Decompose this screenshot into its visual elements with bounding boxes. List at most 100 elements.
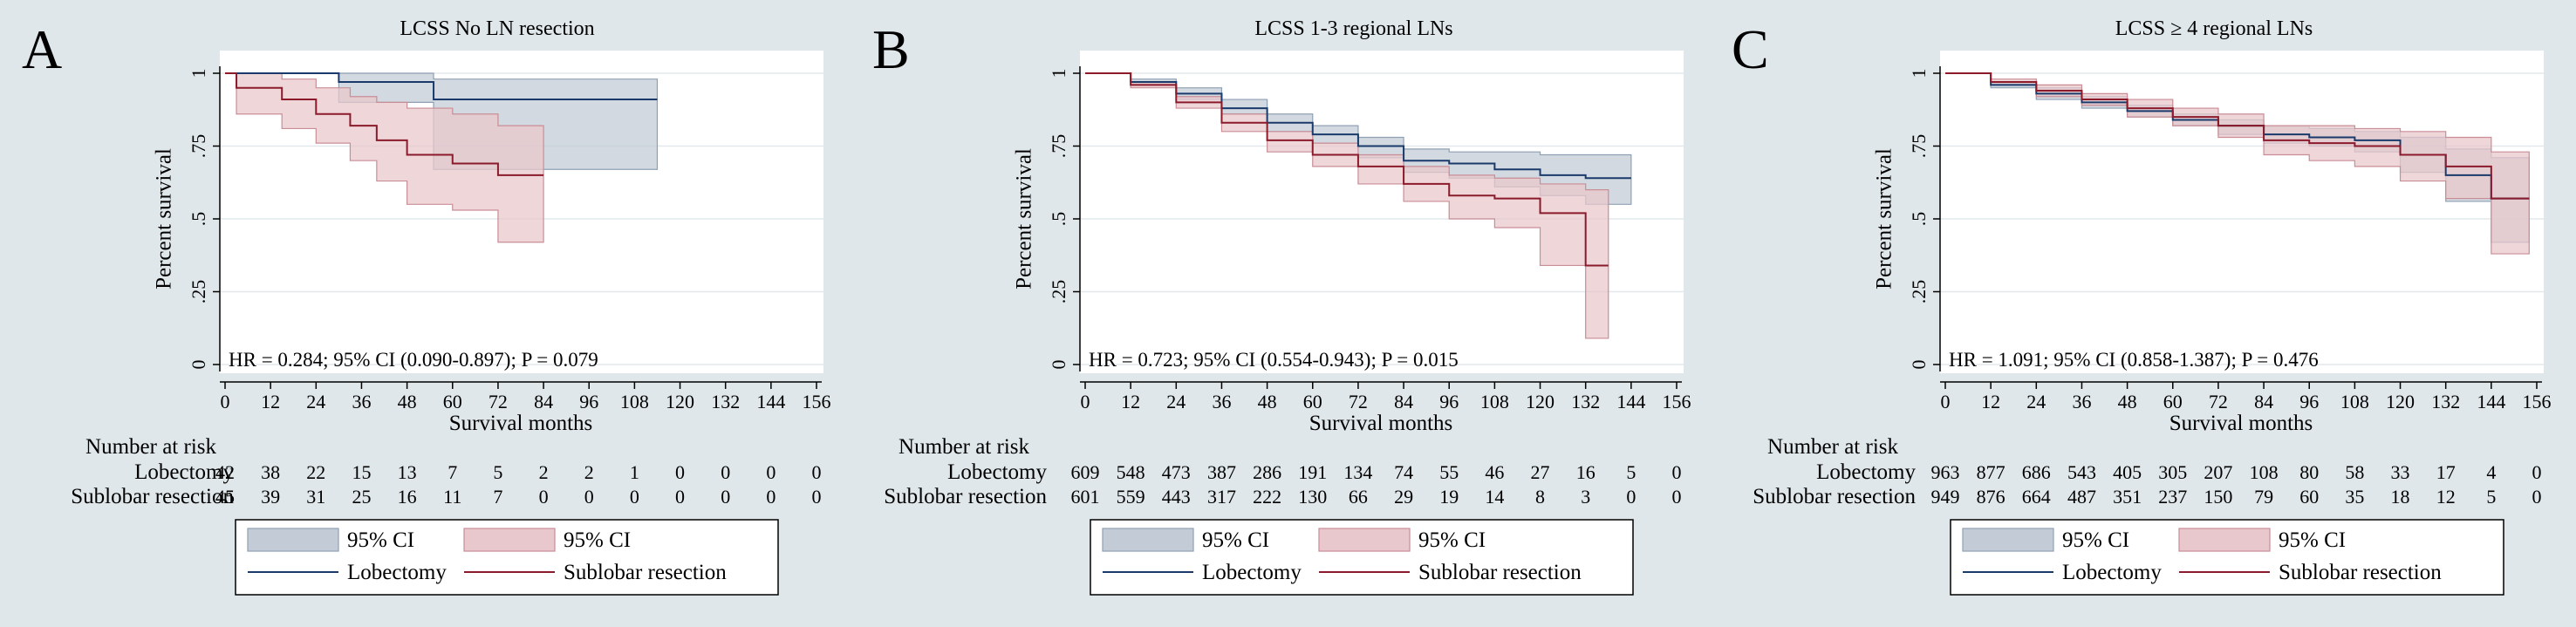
risk-value: 5 bbox=[1626, 461, 1636, 483]
sublobar-survival-line bbox=[1945, 72, 2530, 200]
risk-value: 130 bbox=[1298, 486, 1327, 508]
risk-value: 207 bbox=[2204, 461, 2232, 483]
x-tick-label: 108 bbox=[1480, 391, 1509, 412]
y-tick-label: .75 bbox=[188, 134, 209, 159]
hr-annotation: HR = 0.723; 95% CI (0.554-0.943); P = 0.… bbox=[1089, 349, 1459, 371]
risk-value: 286 bbox=[1253, 461, 1281, 483]
risk-value: 443 bbox=[1162, 486, 1191, 508]
risk-value: 79 bbox=[2254, 486, 2273, 508]
x-tick-label: 0 bbox=[221, 391, 230, 412]
risk-value: 317 bbox=[1207, 486, 1236, 508]
risk-value: 0 bbox=[630, 486, 639, 508]
risk-value: 7 bbox=[448, 461, 457, 483]
risk-value: 46 bbox=[1485, 461, 1504, 483]
y-tick-label: 0 bbox=[1048, 360, 1069, 370]
risk-value: 191 bbox=[1298, 461, 1327, 483]
x-tick-label: 144 bbox=[2477, 391, 2505, 412]
risk-table-header: Number at risk bbox=[899, 435, 1029, 459]
x-tick-label: 24 bbox=[306, 391, 325, 412]
risk-value: 548 bbox=[1117, 461, 1145, 483]
legend-label: Sublobar resection bbox=[2279, 561, 2442, 584]
risk-value: 0 bbox=[766, 461, 776, 483]
chart-title: LCSS ≥ 4 regional LNs bbox=[2115, 17, 2313, 40]
risk-value: 0 bbox=[2532, 486, 2542, 508]
risk-value: 14 bbox=[1485, 486, 1504, 508]
y-tick-label: .5 bbox=[188, 212, 209, 227]
chart-title: LCSS 1-3 regional LNs bbox=[1254, 17, 1452, 40]
risk-value: 3 bbox=[1581, 486, 1590, 508]
risk-value: 0 bbox=[539, 486, 549, 508]
risk-value: 664 bbox=[2022, 486, 2051, 508]
legend-swatch-sublobar-ci bbox=[1318, 528, 1411, 552]
risk-row-label: Sublobar resection bbox=[71, 485, 234, 508]
x-tick-label: 36 bbox=[352, 391, 371, 412]
x-tick-label: 24 bbox=[1166, 391, 1186, 412]
risk-value: 0 bbox=[766, 486, 776, 508]
x-tick-label: 156 bbox=[803, 391, 831, 412]
risk-value: 877 bbox=[1977, 461, 2005, 483]
y-tick-label: .75 bbox=[1048, 134, 1069, 159]
risk-row-label: Lobectomy bbox=[1816, 460, 1916, 484]
risk-value: 45 bbox=[215, 486, 235, 508]
risk-value: 559 bbox=[1117, 486, 1145, 508]
legend-swatch-lobectomy-ci bbox=[1962, 528, 2054, 552]
risk-value: 0 bbox=[1672, 486, 1682, 508]
risk-row-label: Sublobar resection bbox=[1753, 485, 1916, 508]
x-tick-label: 60 bbox=[443, 391, 462, 412]
x-tick-label: 156 bbox=[2523, 391, 2552, 412]
risk-value: 351 bbox=[2113, 486, 2142, 508]
risk-value: 22 bbox=[306, 461, 325, 483]
risk-value: 38 bbox=[261, 461, 280, 483]
risk-value: 387 bbox=[1207, 461, 1236, 483]
x-tick-label: 144 bbox=[1616, 391, 1645, 412]
x-tick-label: 144 bbox=[756, 391, 785, 412]
y-tick-label: .75 bbox=[1908, 134, 1930, 159]
risk-value: 609 bbox=[1071, 461, 1100, 483]
risk-value: 963 bbox=[1931, 461, 1960, 483]
risk-table-header: Number at risk bbox=[85, 435, 216, 459]
plot-area bbox=[1940, 51, 2544, 373]
legend-swatch-lobectomy-ci bbox=[247, 528, 339, 552]
x-tick-label: 96 bbox=[579, 391, 598, 412]
x-tick-label: 72 bbox=[1349, 391, 1368, 412]
sublobar-survival-line bbox=[1085, 72, 1609, 267]
x-tick-label: 36 bbox=[2072, 391, 2091, 412]
risk-value: 8 bbox=[1535, 486, 1545, 508]
risk-value: 686 bbox=[2022, 461, 2051, 483]
risk-value: 0 bbox=[812, 486, 822, 508]
x-tick-label: 132 bbox=[711, 391, 740, 412]
x-tick-label: 120 bbox=[1526, 391, 1554, 412]
legend-label: 95% CI bbox=[564, 528, 631, 552]
chart-title: LCSS No LN resection bbox=[400, 17, 594, 40]
legend-swatch-sublobar-ci bbox=[463, 528, 556, 552]
risk-value: 42 bbox=[215, 461, 235, 483]
risk-value: 949 bbox=[1931, 486, 1960, 508]
x-tick-label: 120 bbox=[2386, 391, 2415, 412]
legend-label: Lobectomy bbox=[347, 561, 447, 584]
x-axis-label: Survival months bbox=[449, 412, 593, 435]
risk-value: 2 bbox=[539, 461, 549, 483]
risk-value: 60 bbox=[2299, 486, 2319, 508]
panel-letter: A bbox=[22, 18, 62, 80]
risk-value: 405 bbox=[2113, 461, 2142, 483]
x-tick-label: 12 bbox=[1981, 391, 2000, 412]
x-tick-label: 96 bbox=[1439, 391, 1459, 412]
risk-value: 487 bbox=[2067, 486, 2096, 508]
x-tick-label: 132 bbox=[1571, 391, 1600, 412]
risk-value: 74 bbox=[1394, 461, 1413, 483]
x-tick-label: 72 bbox=[489, 391, 508, 412]
legend-label: 95% CI bbox=[1418, 528, 1486, 552]
risk-value: 305 bbox=[2158, 461, 2187, 483]
x-tick-label: 0 bbox=[1081, 391, 1090, 412]
x-axis-label: Survival months bbox=[2169, 412, 2313, 435]
y-tick-label: 1 bbox=[1908, 69, 1930, 78]
y-tick-label: .25 bbox=[1048, 280, 1069, 304]
legend-label: Lobectomy bbox=[1202, 561, 1302, 584]
risk-value: 58 bbox=[2345, 461, 2364, 483]
risk-value: 18 bbox=[2391, 486, 2410, 508]
risk-value: 19 bbox=[1439, 486, 1459, 508]
x-tick-label: 84 bbox=[2254, 391, 2273, 412]
y-axis-label: Percent survival bbox=[1873, 148, 1896, 290]
x-tick-label: 84 bbox=[534, 391, 553, 412]
